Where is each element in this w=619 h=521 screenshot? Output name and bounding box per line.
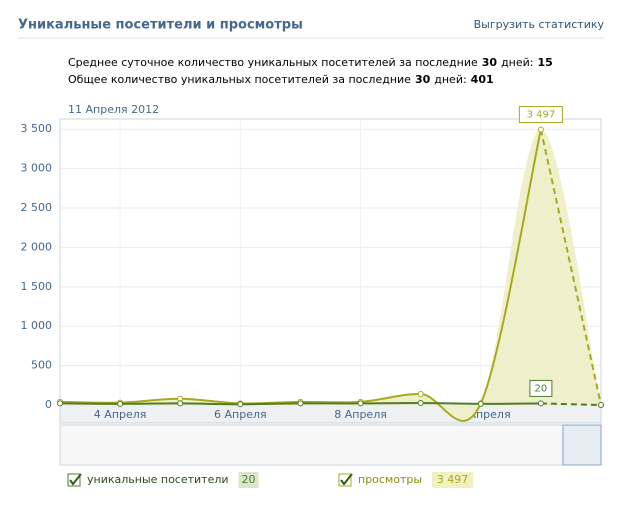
subtitle: 11 Апреля 2012	[68, 103, 159, 116]
point	[117, 400, 124, 407]
point	[477, 400, 484, 407]
value-label: 20	[535, 383, 548, 394]
point	[357, 400, 364, 407]
legend-checkbox[interactable]	[338, 473, 352, 487]
navigator[interactable]	[59, 424, 602, 466]
x-tick-label: 4 Апреля	[94, 408, 147, 421]
legend-check	[69, 473, 82, 486]
value-label-box	[518, 105, 563, 123]
summary-days: 30	[482, 56, 498, 69]
summary-text: Среднее суточное количество уникальных п…	[68, 56, 478, 69]
area	[60, 129, 601, 421]
y-tick-label: 1 500	[21, 280, 53, 293]
title: Уникальные посетители и просмотры	[18, 18, 303, 33]
legend-badge	[238, 472, 259, 488]
y-tick-label: 1 000	[21, 319, 53, 332]
line-dashed	[540, 402, 602, 406]
summary-value: 401	[471, 73, 494, 86]
summary-unit: дней:	[434, 73, 466, 86]
point	[417, 400, 424, 407]
y-tick-label: 2 500	[21, 201, 53, 214]
x-tick-label: 6 Апреля	[214, 408, 267, 421]
point	[537, 126, 544, 133]
y-tick-label: 3 000	[21, 162, 53, 175]
value-label-box	[529, 379, 553, 397]
point	[177, 400, 184, 407]
legend-value: 3 497	[437, 473, 469, 486]
legend: уникальные посетители 20 просмотры 3 497	[67, 472, 474, 488]
point	[417, 390, 424, 397]
value-label: 3 497	[527, 109, 556, 120]
point	[598, 402, 604, 408]
summary-line: Общее количество уникальных посетителей …	[68, 73, 494, 86]
legend-badge	[432, 472, 474, 488]
y-tick-label: 3 500	[21, 122, 53, 135]
point	[297, 400, 304, 407]
summary-text: Общее количество уникальных посетителей …	[68, 73, 411, 86]
line-dashed	[539, 129, 602, 406]
point	[57, 400, 63, 407]
legend-value: 20	[242, 473, 256, 486]
line	[59, 129, 542, 422]
y-tick-label: 0	[45, 398, 52, 411]
legend-check	[340, 473, 353, 486]
summary-days: 30	[415, 73, 431, 86]
summary-value: 15	[537, 56, 552, 69]
navigator-window[interactable]	[562, 424, 602, 466]
summary: Среднее суточное количество уникальных п…	[68, 56, 553, 86]
y-tick-label: 2 000	[21, 240, 53, 253]
point	[537, 400, 544, 407]
summary-unit: дней:	[501, 56, 533, 69]
point	[237, 401, 244, 408]
export-link[interactable]: Выгрузить статистику	[474, 18, 605, 31]
x-tick-label: 8 Апреля	[334, 408, 387, 421]
plot: 0 500 1 000 1 500 2 000 2 500 3 000 3 500 4 Апре…	[21, 105, 604, 422]
summary-line: Среднее суточное количество уникальных п…	[68, 56, 553, 69]
y-tick-label: 500	[31, 359, 52, 372]
legend-label: просмотры	[358, 473, 422, 486]
legend-label: уникальные посетители	[87, 473, 229, 486]
